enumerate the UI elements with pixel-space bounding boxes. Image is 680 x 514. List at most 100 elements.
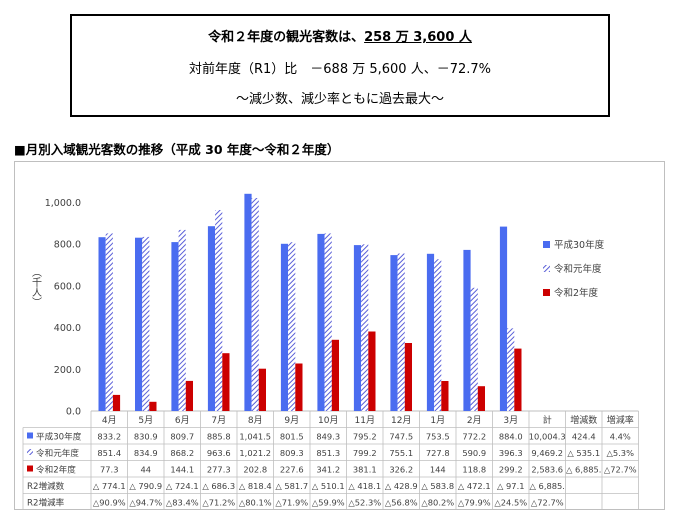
bar-2 [215,210,223,411]
legend-swatch [543,241,550,248]
table-cell: △ 774.1 [93,481,126,491]
table-cell: △ 818.4 [239,481,272,491]
bar-2 [288,242,296,411]
bar-3 [331,339,339,411]
table-header-cell: 9月 [284,415,299,426]
bar-1 [317,233,325,411]
table-cell: △ 581.7 [275,481,308,491]
table-header-cell: 計 [543,414,552,426]
table-cell: 884.0 [499,432,523,442]
table-cell: 202.8 [243,465,267,475]
bar-1 [353,245,362,411]
table-header-cell: 2月 [467,415,482,426]
table-cell: △24.5% [494,498,527,508]
table-cell: △72.7% [604,465,637,475]
table-cell: △80.1% [239,498,272,508]
bar-3 [149,401,157,411]
table-cell: 277.3 [207,465,231,475]
table-cell: △94.7% [129,498,162,508]
table-cell: 809.7 [170,432,194,442]
table-cell: 590.9 [462,448,486,458]
y-tick-label: 0.0 [66,407,81,418]
section-title: ■月別入域観光客数の推移（平成 30 年度～令和２年度） [14,142,340,157]
table-cell: 851.3 [316,448,340,458]
table-cell: 44 [140,465,151,475]
table-row-label: R2増減数 [27,480,65,492]
legend-swatch [543,265,550,272]
table-cell: △ 472.1 [458,481,491,491]
table-cell: 10,004.3 [529,432,566,442]
table-cell: 885.8 [207,432,231,442]
bar-1 [499,226,508,411]
table-cell: △ 583.8 [421,481,454,491]
table-cell: △52.3% [348,498,381,508]
table-header-cell: 増減数 [570,414,597,426]
table-cell: 851.4 [97,448,121,458]
summary-yoy-line: 対前年度（R1）比 －688 万 5,600 人、－72.7% [188,62,492,77]
table-cell: 144.1 [170,465,194,475]
legend-label: 平成30年度 [554,239,605,251]
summary-headline: 令和２年度の観光客数は、258 万 3,600 人 [72,26,608,45]
bar-3 [368,331,376,411]
table-header-cell: 7月 [211,415,226,426]
table-cell: 755.1 [389,448,413,458]
table-cell: 963.6 [207,448,231,458]
table-cell: 868.2 [170,448,194,458]
bars-layer [98,193,522,411]
summary-note-line: ～減少数、減少率ともに過去最大～ [235,92,444,107]
table-cell: 118.8 [462,465,486,475]
table-header-cell: 11月 [355,415,375,426]
bar-3 [258,368,266,411]
bar-2 [507,328,515,411]
table-cell: 753.5 [426,432,450,442]
bar-2 [397,253,405,411]
legend-swatch [543,289,550,296]
table-cell: 77.3 [100,465,118,475]
table-cell: 4.4% [610,432,631,442]
y-tick-label: 800.0 [54,240,81,251]
bar-1 [171,242,179,411]
bar-1 [463,249,471,411]
table-header-cell: 1月 [430,415,445,426]
summary-box: 令和２年度の観光客数は、258 万 3,600 人 対前年度（R1）比 －688… [70,14,610,117]
table-header-cell: 5月 [138,415,153,426]
table-cell: △ 428.9 [385,481,418,491]
table-cell: 830.9 [134,432,158,442]
table-cell: 801.5 [280,432,304,442]
table-cell: △90.9% [93,498,126,508]
table-cell: △83.4% [166,498,199,508]
table-cell: △ 6,885. [530,481,565,491]
table-row-marker [27,432,33,439]
table-cell: 144 [430,465,446,475]
table-cell: △79.9% [458,498,491,508]
bar-1 [207,226,216,411]
table-row-label: 平成30年度 [36,431,82,443]
y-tick-label: 1,000.0 [45,198,81,209]
table-cell: 341.2 [316,465,340,475]
bar-3 [441,381,449,411]
bar-3 [295,363,303,411]
summary-headline-prefix: 令和２年度の観光客数は、 [208,30,365,45]
bar-3 [185,380,193,411]
table-cell: △ 790.9 [129,481,162,491]
bar-3 [112,394,121,411]
table-cell: △56.8% [385,498,418,508]
table-cell: 1,021.2 [239,448,271,458]
table-cell: 1,041.5 [239,432,271,442]
table-cell: 227.6 [280,465,304,475]
table-header-cell: 12月 [391,415,411,426]
table-cell: △ 418.1 [348,481,381,491]
bar-1 [390,255,398,411]
table-cell: 809.3 [280,448,304,458]
bar-1 [135,237,143,411]
table-cell: 747.5 [389,432,413,442]
table-cell: △ 6,885. [566,465,601,475]
y-tick-label: 200.0 [54,365,81,376]
table-cell: △ 535.1 [567,448,600,458]
table-header-cell: 増減率 [607,414,634,426]
table-row-label: 令和2年度 [36,464,76,476]
table-cell: △ 510.1 [312,481,345,491]
monthly-visitors-chart: 0.0 200.0 400.0 600.0 800.0 1,000.0 （千人） 平成30年… [22,193,639,511]
legend-label: 令和元年度 [554,263,602,275]
y-tick-label: 400.0 [54,323,81,334]
